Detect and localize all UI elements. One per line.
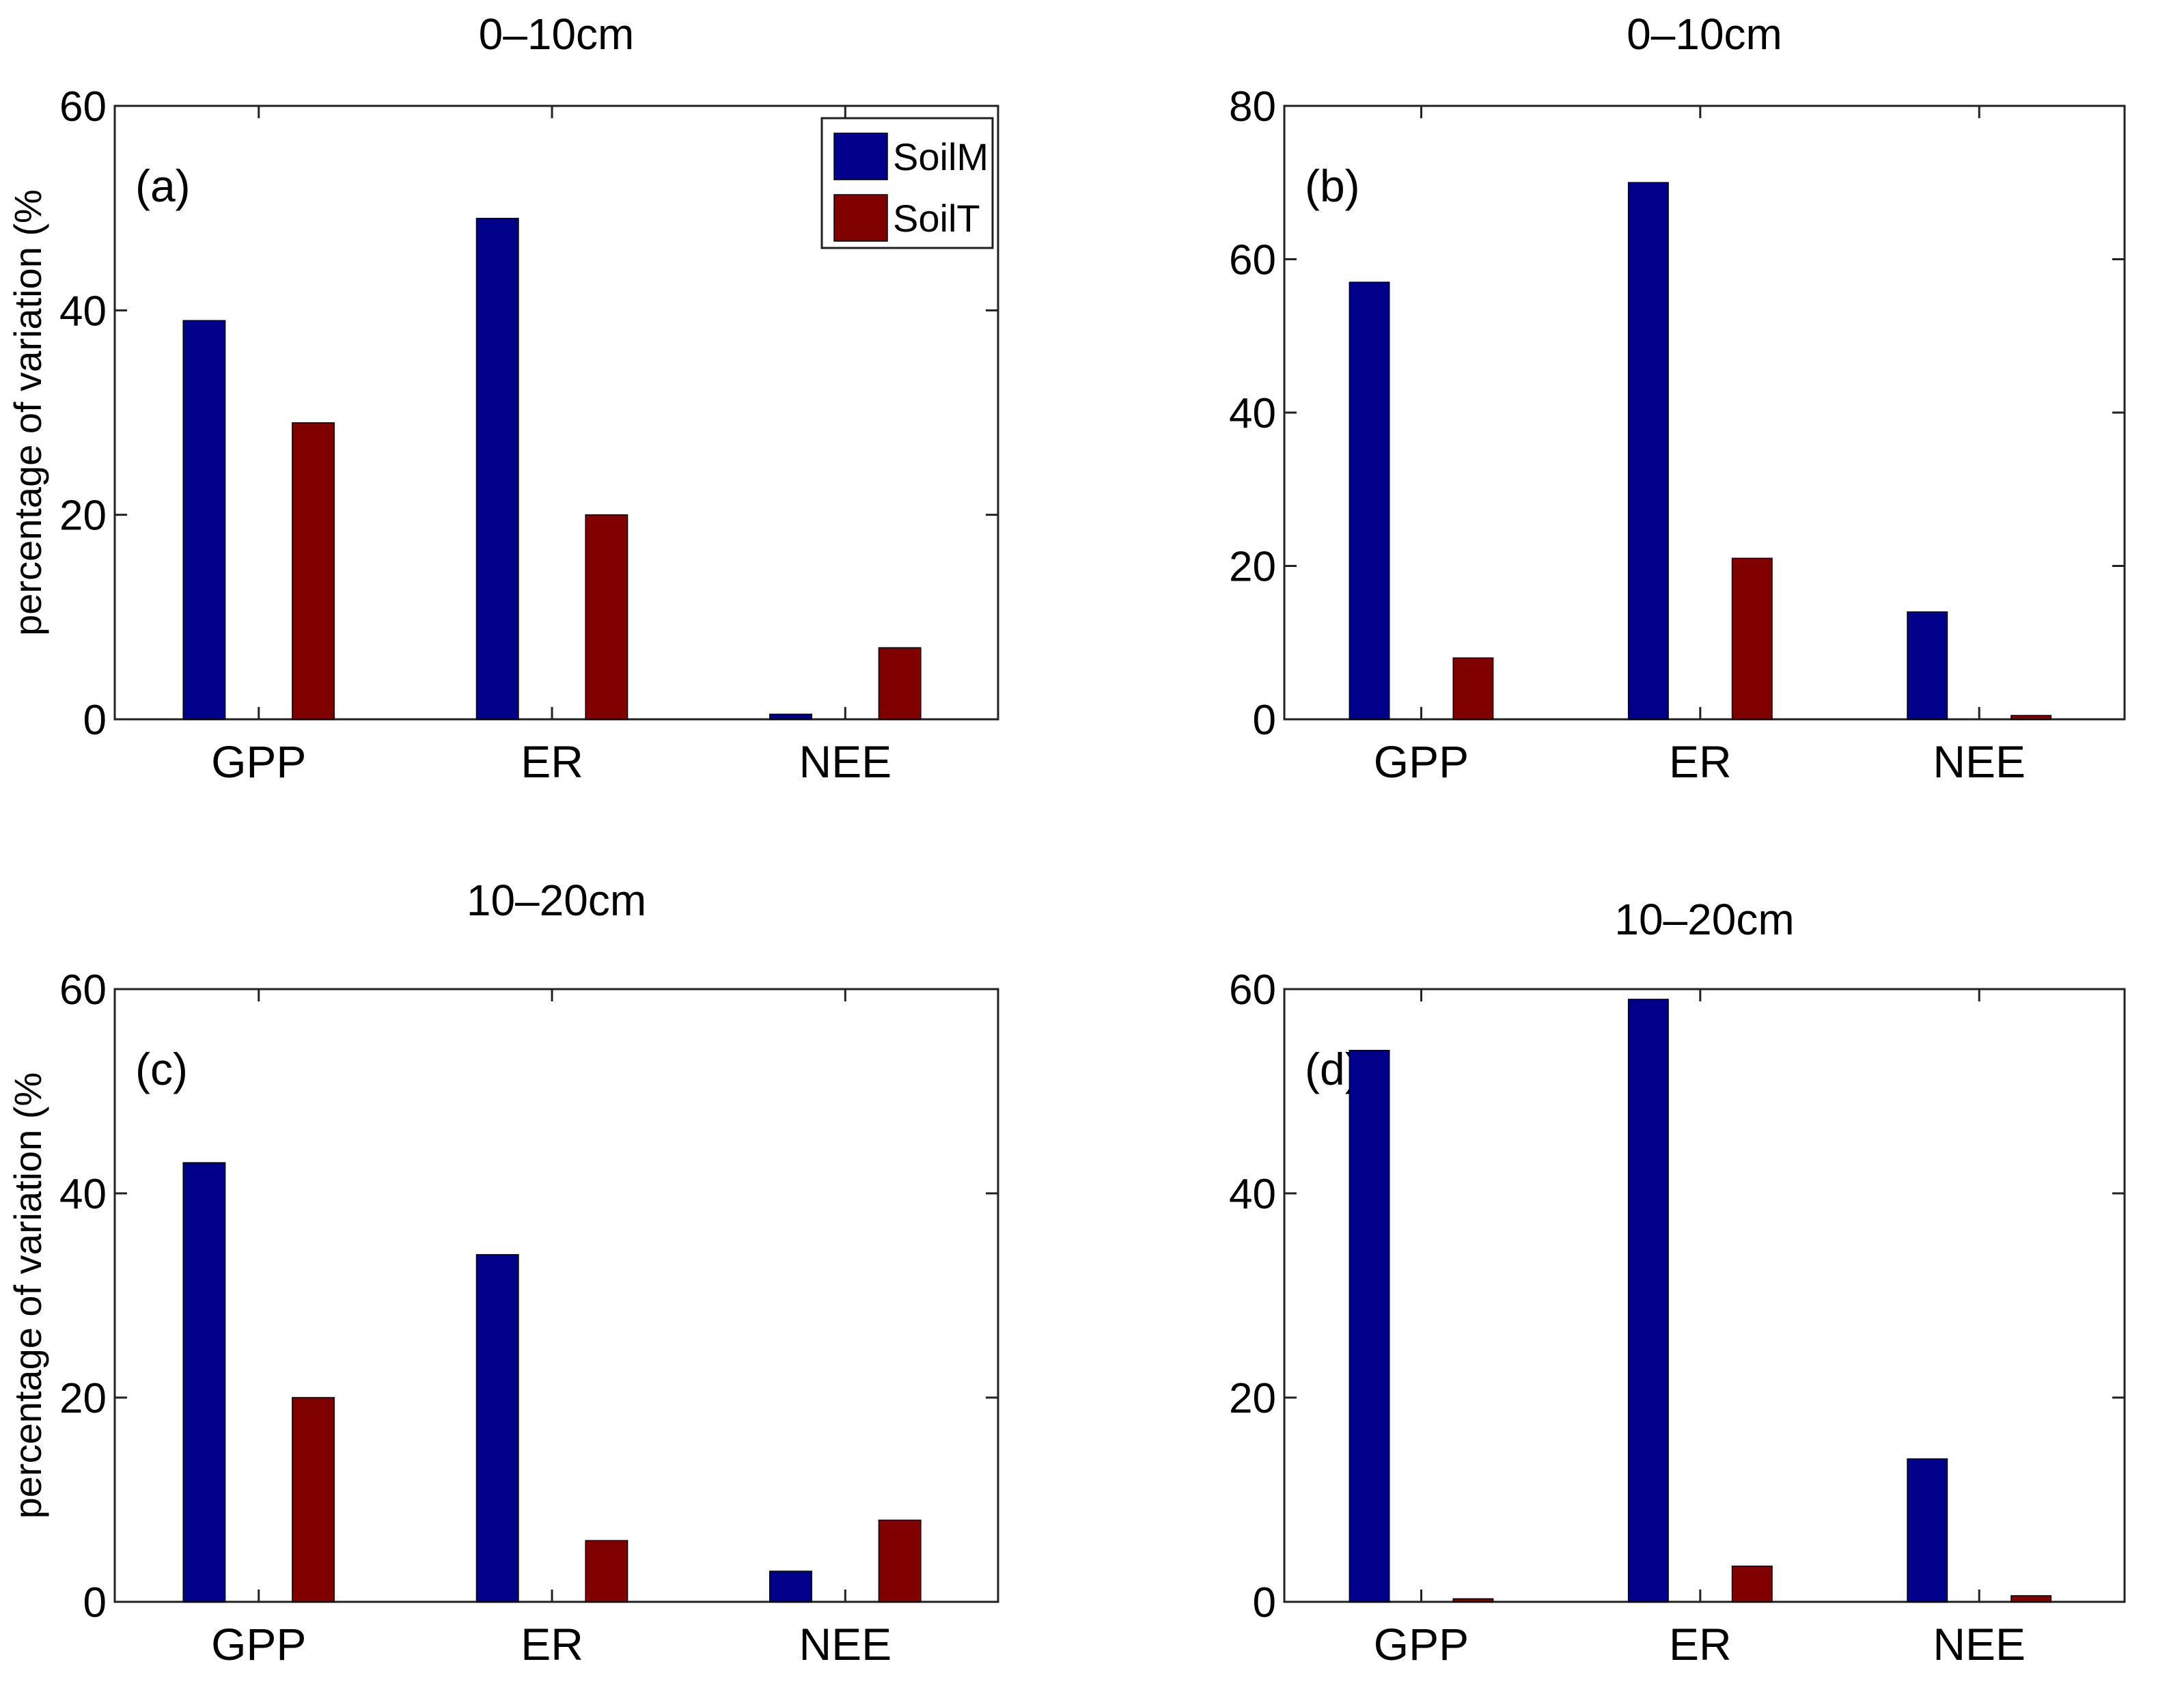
panel-c: 10–20cm 0 20 40 60 percentage of variation (%…: [6, 876, 999, 1669]
y-tick-label: 60: [59, 83, 107, 130]
panel-label: (a): [135, 161, 191, 211]
panel-title: 10–20cm: [467, 876, 646, 925]
y-tick-label: 60: [59, 967, 107, 1014]
bar-soilt-gpp: [1452, 657, 1494, 720]
y-tick-label: 20: [59, 1375, 107, 1422]
bar-soilm-gpp: [182, 1162, 226, 1603]
y-tick-label: 60: [1229, 237, 1276, 284]
y-tick-label: 0: [83, 1579, 107, 1626]
x-tick-label: ER: [1669, 736, 1732, 787]
y-tick-label: 60: [1229, 967, 1276, 1014]
x-tick-label: NEE: [799, 736, 891, 787]
y-tick-label: 0: [1253, 1579, 1276, 1626]
bar-soilm-gpp: [1349, 281, 1390, 720]
x-tick-label: GPP: [211, 736, 306, 787]
panel-b: 0–10cm 0 20 40 60 80 (b) GPP ER NEE: [1229, 10, 2126, 787]
panel-title: 0–10cm: [1627, 10, 1782, 59]
y-tick-label: 40: [59, 288, 107, 335]
x-tick-label: GPP: [1374, 1619, 1469, 1669]
legend-swatch-soilt: [833, 194, 888, 242]
legend: SoilM SoilT: [820, 117, 994, 249]
panel-title: 10–20cm: [1614, 895, 1794, 944]
bar-soilt-nee: [878, 647, 922, 720]
y-tick-label: 40: [59, 1171, 107, 1218]
bar-soilt-gpp: [292, 422, 335, 720]
y-tick-label: 0: [83, 697, 107, 744]
axes-frame: [113, 988, 999, 1603]
axes-frame: [1283, 988, 2126, 1603]
bar-soilt-er: [1731, 557, 1773, 720]
bar-soilm-er: [1627, 999, 1669, 1603]
y-axis-label: percentage of variation (%: [6, 1072, 49, 1519]
y-tick-label: 80: [1229, 83, 1276, 130]
bar-soilt-nee: [878, 1519, 922, 1603]
x-tick-label: NEE: [1933, 1619, 2026, 1669]
bar-soilt-er: [585, 514, 628, 720]
bar-soilm-nee: [769, 1570, 812, 1603]
x-tick-label: NEE: [799, 1619, 891, 1669]
legend-swatch-soilm: [833, 133, 888, 180]
legend-label-soilt: SoilT: [893, 197, 980, 240]
bar-soilt-nee: [2010, 1595, 2052, 1603]
bar-soilm-er: [475, 1253, 519, 1603]
y-tick-label: 20: [59, 493, 107, 540]
panel-title: 0–10cm: [479, 10, 635, 59]
y-tick-label: 20: [1229, 1375, 1276, 1422]
bar-soilt-er: [585, 1540, 628, 1603]
y-axis-label: percentage of variation (%: [6, 189, 49, 636]
x-tick-label: ER: [521, 1619, 583, 1669]
x-tick-label: GPP: [1374, 736, 1469, 787]
panel-label: (c): [135, 1044, 188, 1094]
axes-frame: [113, 105, 999, 721]
panel-label: (b): [1305, 161, 1360, 211]
bar-soilt-gpp: [292, 1397, 335, 1603]
bar-soilm-er: [1627, 182, 1669, 720]
x-tick-label: NEE: [1933, 736, 2026, 787]
x-tick-label: ER: [1669, 1619, 1732, 1669]
legend-label-soilm: SoilM: [893, 135, 989, 178]
bar-soilm-gpp: [182, 320, 226, 720]
x-tick-label: ER: [521, 736, 583, 787]
x-tick-label: GPP: [211, 1619, 306, 1669]
y-tick-label: 40: [1229, 1171, 1276, 1218]
bar-soilm-gpp: [1349, 1049, 1390, 1603]
y-tick-label: 20: [1229, 544, 1276, 591]
bar-soilm-nee: [769, 713, 812, 720]
bar-soilm-nee: [1907, 611, 1948, 720]
bar-soilt-nee: [2010, 715, 2052, 720]
bar-soilm-er: [475, 217, 519, 720]
axes-frame: [1283, 105, 2126, 721]
bar-soilt-er: [1731, 1565, 1773, 1603]
y-tick-label: 0: [1253, 697, 1276, 744]
bar-soilm-nee: [1907, 1458, 1948, 1603]
y-tick-label: 40: [1229, 390, 1276, 437]
bar-soilt-gpp: [1452, 1598, 1494, 1603]
panel-a: 0–10cm 0 20 40 60 percentage of variation (% (…: [6, 10, 999, 787]
